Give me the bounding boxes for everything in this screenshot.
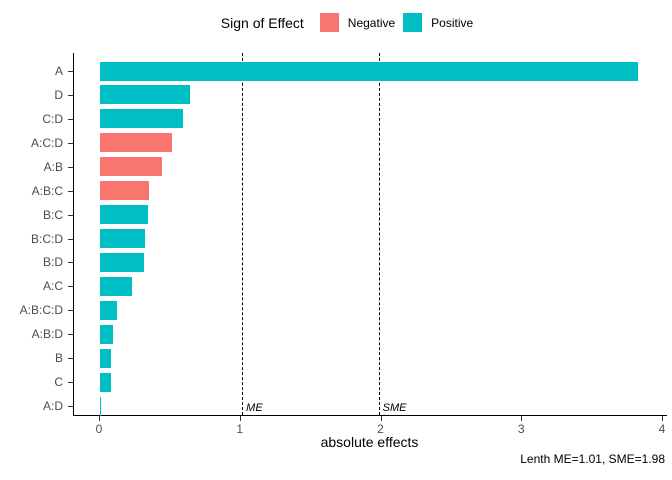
legend-label-negative: Negative (347, 15, 396, 30)
x-tick (239, 416, 241, 421)
y-tick (68, 238, 73, 240)
y-tick (68, 310, 73, 312)
y-tick (68, 262, 73, 264)
bar-B (100, 348, 112, 368)
bar-A:B (100, 157, 162, 177)
y-tick (68, 286, 73, 288)
legend: Sign of Effect Negative Positive (11, 13, 672, 32)
y-label-A:B: A:B (43, 159, 63, 174)
legend-item-negative: Negative (319, 13, 396, 32)
legend-item-positive: Positive (403, 13, 473, 32)
x-tick (99, 416, 100, 421)
bar-A:C:D (100, 133, 172, 153)
y-tick (68, 71, 73, 72)
y-label-A:B:C:D: A:B:C:D (19, 303, 63, 318)
bar-C (100, 372, 112, 392)
y-tick (68, 118, 73, 120)
y-tick (68, 94, 73, 96)
y-tick (68, 382, 73, 384)
x-tick (380, 416, 382, 421)
legend-label-positive: Positive (431, 15, 474, 30)
y-label-C:D: C:D (42, 111, 63, 126)
y-tick (68, 334, 73, 336)
y-label-B: B (54, 351, 63, 366)
legend-title: Sign of Effect (220, 14, 304, 31)
y-label-B:D: B:D (42, 255, 63, 270)
y-label-B:C: B:C (42, 207, 63, 222)
negative-color-swatch (319, 13, 339, 32)
bar-A:D (100, 396, 102, 416)
x-tick-label-1: 1 (236, 422, 244, 436)
y-label-A:B:C: A:B:C (31, 183, 63, 198)
me-reference-line (242, 53, 244, 415)
x-tick (662, 416, 663, 421)
y-tick (68, 406, 73, 408)
y-tick (68, 214, 73, 216)
bar-C:D (100, 109, 184, 129)
x-tick-label-3: 3 (517, 422, 525, 436)
bar-D (100, 85, 191, 105)
y-label-A:D: A:D (42, 399, 63, 414)
x-tick (521, 416, 523, 421)
y-label-B:C:D: B:C:D (30, 231, 63, 246)
bar-A (100, 61, 638, 81)
y-label-D: D (54, 87, 63, 102)
me-reference-label: ME (246, 402, 263, 414)
y-label-A: A (54, 64, 63, 78)
x-axis-title: absolute effects (320, 434, 419, 450)
bar-A:B:C:D (100, 300, 117, 320)
y-label-A:C:D: A:C:D (30, 135, 63, 150)
y-tick (68, 190, 73, 192)
plot-panel: ME SME (73, 53, 667, 416)
x-tick-label-0: 0 (95, 422, 103, 436)
bar-A:B:C (100, 181, 150, 201)
bar-A:B:D (100, 324, 113, 344)
lenth-caption: Lenth ME=1.01, SME=1.98 (520, 452, 665, 466)
y-tick (68, 142, 73, 144)
x-tick-label-4: 4 (658, 422, 666, 436)
y-label-C: C (54, 375, 63, 390)
bar-B:C (100, 205, 148, 225)
y-label-A:C: A:C (42, 279, 63, 294)
bar-B:C:D (100, 229, 146, 248)
y-label-A:B:D: A:B:D (31, 327, 63, 342)
y-tick (68, 166, 73, 168)
x-tick-label-2: 2 (377, 422, 384, 436)
bar-B:D (100, 252, 144, 272)
sme-reference-line (378, 53, 380, 415)
positive-color-swatch (403, 13, 423, 32)
sme-reference-label: SME (382, 402, 407, 414)
y-tick (68, 358, 73, 360)
bar-A:C (100, 276, 133, 296)
